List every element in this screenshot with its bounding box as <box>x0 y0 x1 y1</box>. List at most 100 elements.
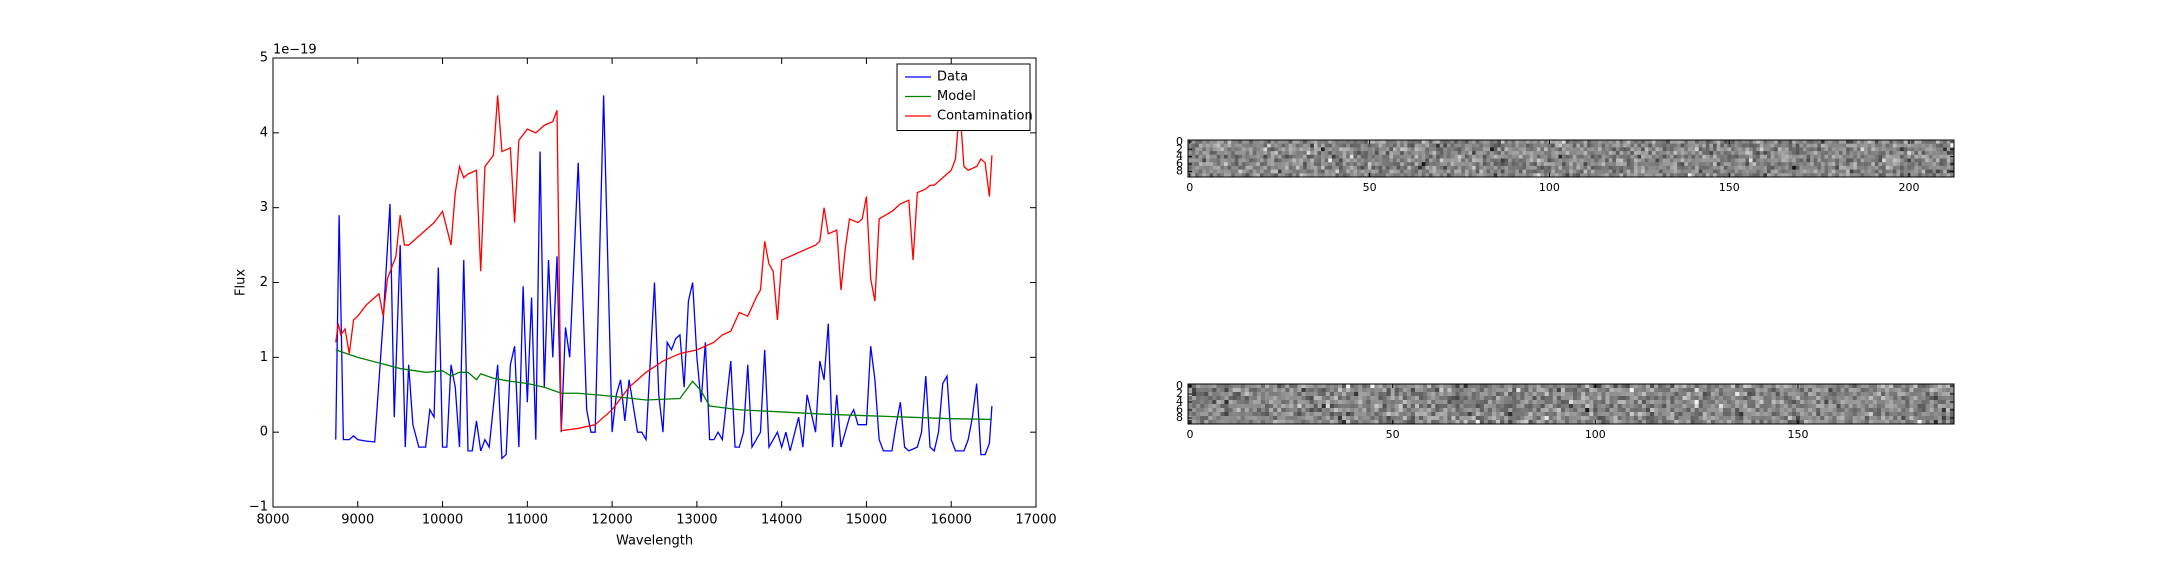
image-pixel <box>1414 158 1419 163</box>
image-pixel <box>1734 158 1739 163</box>
image-pixel <box>1511 143 1516 148</box>
image-pixel <box>1522 143 1527 148</box>
image-pixel <box>1763 162 1768 167</box>
image-pixel <box>1702 140 1707 145</box>
image-pixel <box>1421 169 1426 174</box>
image-pixel <box>1446 165 1451 170</box>
image-pixel <box>1644 154 1649 159</box>
image-pixel <box>1192 392 1197 397</box>
image-pixel <box>1718 392 1724 397</box>
image-pixel <box>1673 154 1678 159</box>
image-pixel <box>1781 158 1786 163</box>
y-tick-label: 5 <box>260 51 268 66</box>
image-pixel <box>1439 392 1444 397</box>
image-pixel <box>1687 169 1692 174</box>
image-pixel <box>1263 154 1268 159</box>
image-pixel <box>1810 169 1815 174</box>
image-pixel <box>1864 173 1869 178</box>
image-pixel <box>1658 396 1663 401</box>
image-pixel <box>1816 412 1821 417</box>
image-pixel <box>1414 400 1420 405</box>
image-pixel <box>1346 140 1351 145</box>
image-pixel <box>1220 140 1225 145</box>
image-pixel <box>1212 392 1217 397</box>
image-pixel <box>1678 408 1683 413</box>
image-pixel <box>1587 143 1592 148</box>
image-pixel <box>1799 416 1805 421</box>
image-pixel <box>1350 392 1355 397</box>
image-pixel <box>1925 165 1930 170</box>
image-pixel <box>1673 173 1678 178</box>
image-pixel <box>1468 143 1473 148</box>
image-pixel <box>1220 412 1225 417</box>
image-pixel <box>1615 140 1620 145</box>
image-pixel <box>1524 412 1529 417</box>
image-pixel <box>1613 392 1619 397</box>
image-pixel <box>1609 416 1614 421</box>
image-pixel <box>1241 140 1246 145</box>
image-pixel <box>1706 404 1712 409</box>
image-pixel <box>1788 165 1793 170</box>
image-pixel <box>1727 416 1732 421</box>
image-pixel <box>1267 143 1272 148</box>
image-pixel <box>1260 408 1266 413</box>
y-tick-label: 0 <box>1176 379 1183 392</box>
image-pixel <box>1382 416 1387 421</box>
image-pixel <box>1718 420 1724 425</box>
image-pixel <box>1831 165 1836 170</box>
image-pixel <box>1795 392 1801 397</box>
image-pixel <box>1625 392 1631 397</box>
image-pixel <box>1918 154 1923 159</box>
image-pixel <box>1192 404 1197 409</box>
image-pixel <box>1806 173 1811 178</box>
image-pixel <box>1508 169 1513 174</box>
image-pixel <box>1774 154 1779 159</box>
y-offset-label: 1e−19 <box>273 43 317 58</box>
image-pixel <box>1436 151 1441 156</box>
image-pixel <box>1558 158 1563 163</box>
image-pixel <box>1436 162 1441 167</box>
image-pixel <box>1447 392 1452 397</box>
image-pixel <box>1547 169 1552 174</box>
image-pixel <box>1482 143 1487 148</box>
image-pixel <box>1755 400 1760 405</box>
image-pixel <box>1518 151 1523 156</box>
y-tick-label: 6 <box>1176 403 1183 416</box>
image-pixel <box>1329 404 1335 409</box>
image-pixel <box>1366 400 1371 405</box>
image-pixel <box>1516 416 1521 421</box>
image-pixel <box>1874 140 1879 145</box>
image-pixel <box>1346 408 1351 413</box>
image-pixel <box>1783 408 1789 413</box>
image-pixel <box>1770 143 1775 148</box>
image-pixel <box>1394 384 1400 389</box>
image-pixel <box>1852 404 1858 409</box>
image-pixel <box>1893 408 1898 413</box>
image-pixel <box>1192 396 1197 401</box>
image-pixel <box>1205 147 1210 152</box>
image-pixel <box>1490 173 1495 178</box>
image-pixel <box>1939 154 1944 159</box>
image-pixel <box>1637 147 1642 152</box>
image-pixel <box>1358 404 1363 409</box>
image-pixel <box>1504 388 1509 393</box>
image-pixel <box>1342 384 1347 389</box>
image-pixel <box>1248 384 1254 389</box>
image-pixel <box>1828 165 1833 170</box>
image-pixel <box>1714 408 1720 413</box>
image-pixel <box>1702 396 1708 401</box>
image-pixel <box>1536 384 1541 389</box>
image-pixel <box>1751 388 1756 393</box>
image-pixel <box>1939 147 1944 152</box>
image-pixel <box>1950 151 1955 156</box>
image-pixel <box>1321 396 1327 401</box>
image-pixel <box>1573 400 1578 405</box>
image-pixel <box>1248 404 1254 409</box>
image-pixel <box>1496 384 1501 389</box>
image-pixel <box>1419 408 1424 413</box>
image-pixel <box>1350 404 1355 409</box>
image-pixel <box>1447 420 1452 425</box>
image-pixel <box>1354 396 1359 401</box>
image-pixel <box>1248 388 1254 393</box>
image-pixel <box>1759 392 1764 397</box>
